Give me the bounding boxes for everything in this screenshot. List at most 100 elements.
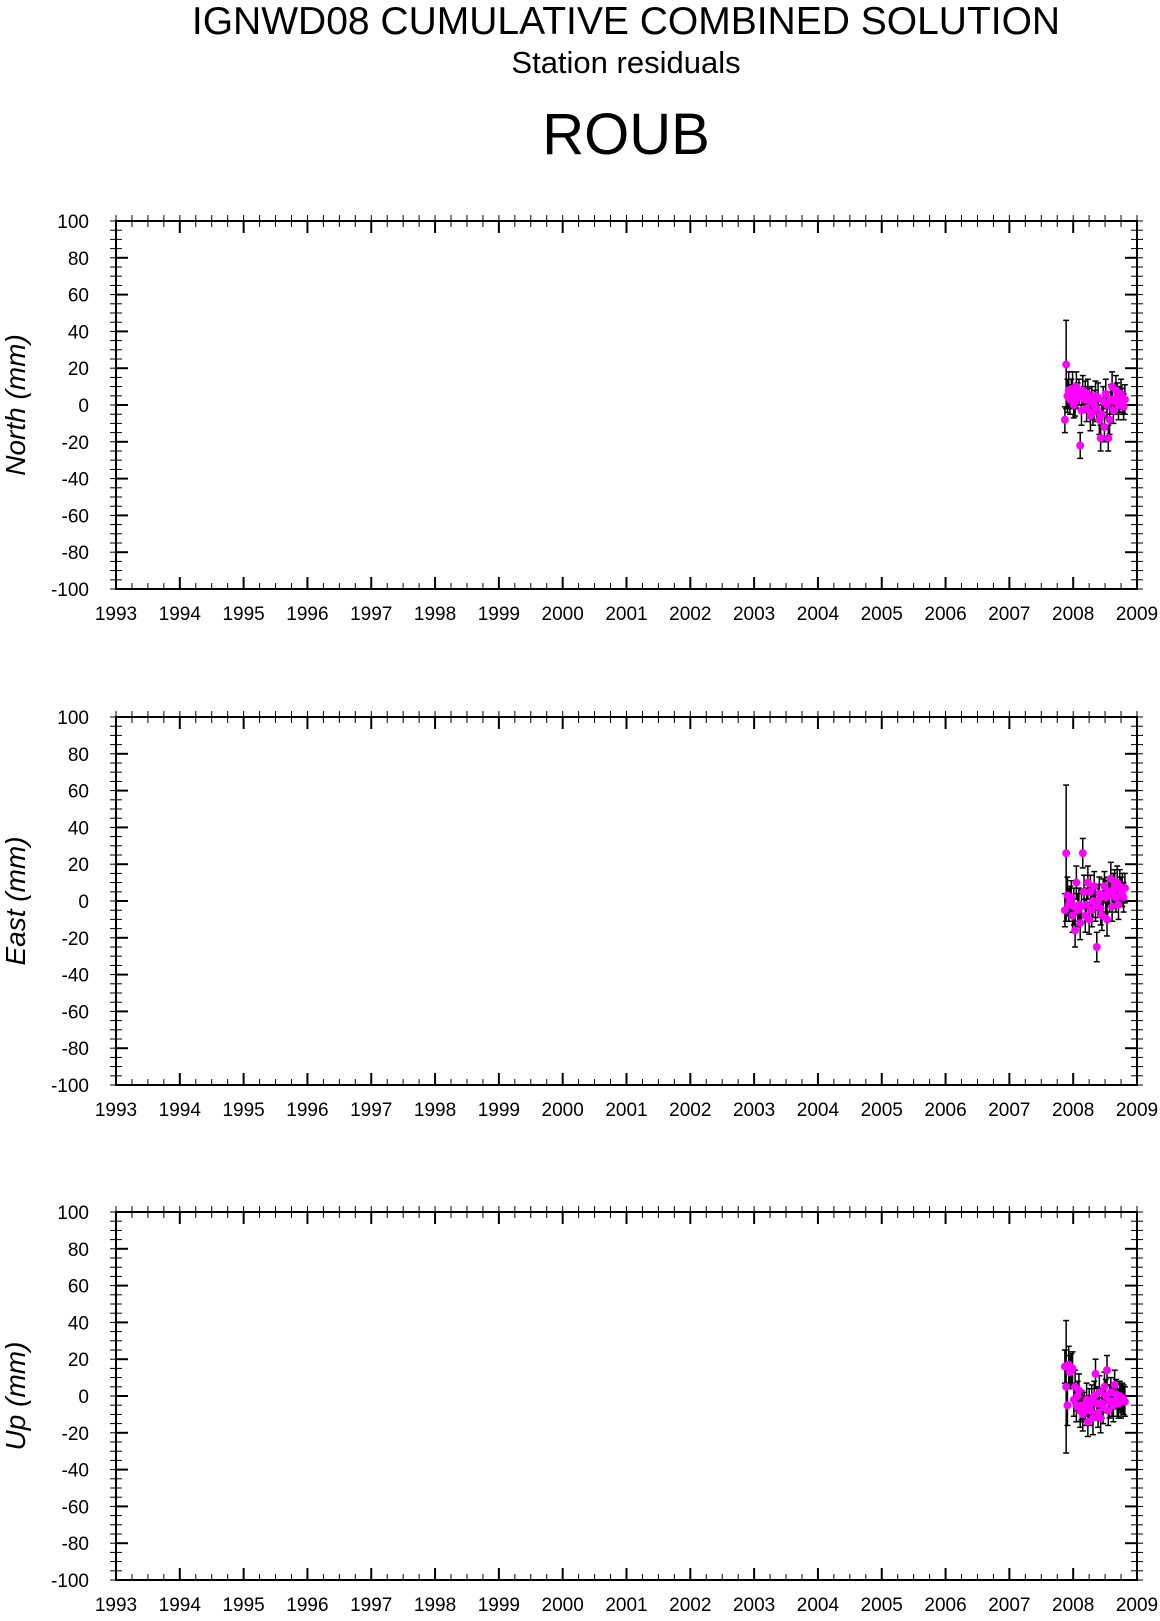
x-tick-label: 1997	[350, 1100, 392, 1121]
data-point	[1119, 893, 1128, 902]
y-tick-label: -20	[62, 929, 89, 950]
y-tick-label: -60	[62, 1002, 89, 1023]
data-point	[1103, 915, 1112, 924]
data-point	[1096, 434, 1105, 443]
y-tick-label: -40	[62, 966, 89, 987]
data-point	[1085, 915, 1094, 924]
data-point	[1078, 849, 1087, 858]
data-point	[1106, 874, 1115, 883]
data-point	[1109, 406, 1118, 415]
data-point	[1094, 897, 1103, 905]
x-tick-label: 2007	[988, 1100, 1030, 1121]
x-tick-label: 1998	[414, 1100, 456, 1121]
y-tick-label: -20	[62, 433, 89, 454]
y-tick-label: 80	[68, 1240, 89, 1261]
data-point	[1071, 926, 1080, 935]
x-tick-label: 2008	[1052, 1100, 1094, 1121]
x-tick-label: 1996	[286, 1100, 328, 1121]
y-tick-label: -100	[51, 1076, 89, 1097]
chart-panel-2: 1993 1994 1995 1996 1997 1998 1999 2000 2001 2002…	[0, 1203, 1158, 1616]
y-tick-label: 20	[68, 359, 89, 380]
y-tick-label: 100	[57, 1203, 89, 1224]
y-tick-label: -100	[51, 580, 89, 601]
x-tick-label: 2006	[924, 1100, 966, 1121]
data-point	[1092, 404, 1101, 413]
y-tick-label: -40	[62, 1461, 89, 1482]
y-tick-label: 0	[78, 892, 89, 913]
y-tick-label: -80	[62, 543, 89, 564]
data-point	[1103, 1366, 1112, 1375]
data-point	[1110, 1380, 1119, 1389]
data-point	[1076, 441, 1085, 450]
x-tick-label: 1999	[478, 1100, 520, 1121]
data-point	[1068, 1364, 1077, 1373]
data-point	[1080, 887, 1089, 896]
x-tick-label: 2008	[1052, 1595, 1094, 1616]
x-tick-label: 1995	[222, 1595, 264, 1616]
chart-panel-1: 1993 1994 1995 1996 1997 1998 1999 2000 2001 2002…	[0, 708, 1158, 1121]
x-tick-label: 2004	[797, 604, 840, 625]
data-point	[1120, 1397, 1129, 1406]
x-tick-label: 1999	[478, 1595, 520, 1616]
panels: 1993 1994 1995 1996 1997 1998 1999 2000 2001 2002…	[0, 212, 1158, 1616]
y-tick-label: 0	[78, 1387, 89, 1408]
x-tick-label: 1993	[95, 1100, 137, 1121]
series-0	[1060, 319, 1129, 460]
y-tick-label: 20	[68, 1350, 89, 1371]
data-point	[1091, 1369, 1100, 1378]
y-tick-label: 60	[68, 286, 89, 307]
y-tick-label: 40	[68, 322, 89, 343]
x-tick-label: 2003	[733, 1100, 775, 1121]
data-point	[1092, 943, 1101, 951]
y-tick-label: -20	[62, 1424, 89, 1445]
x-tick-label: 2003	[733, 1595, 775, 1616]
data-point	[1104, 1406, 1113, 1415]
x-tick-label: 1996	[286, 604, 328, 625]
y-tick-label: 100	[57, 708, 89, 729]
y-tick-label: 0	[78, 396, 89, 417]
y-tick-label: 40	[68, 818, 89, 839]
y-tick-label: 20	[68, 855, 89, 876]
data-point	[1097, 410, 1106, 419]
data-point	[1119, 402, 1128, 411]
data-point	[1076, 919, 1085, 928]
data-point	[1060, 415, 1069, 424]
data-point	[1095, 1388, 1104, 1397]
x-tick-label: 2002	[669, 1595, 711, 1616]
data-point	[1090, 882, 1099, 891]
data-point	[1068, 911, 1077, 920]
data-point	[1086, 1406, 1095, 1415]
data-point	[1120, 884, 1129, 893]
x-tick-label: 1994	[159, 604, 202, 625]
y-axis-label: Up (mm)	[0, 1342, 31, 1451]
data-point	[1067, 893, 1076, 902]
data-point	[1062, 1382, 1071, 1391]
data-point	[1101, 389, 1110, 398]
station-name: ROUB	[542, 102, 710, 167]
x-tick-label: 2001	[605, 1100, 647, 1121]
x-tick-label: 2001	[605, 1595, 647, 1616]
x-tick-label: 1994	[159, 1595, 202, 1616]
y-tick-label: 100	[57, 212, 89, 233]
data-point	[1104, 434, 1113, 443]
x-tick-label: 1994	[159, 1100, 202, 1121]
data-point	[1063, 1401, 1072, 1410]
plot-frame	[115, 1211, 1138, 1581]
x-tick-label: 1996	[286, 1595, 328, 1616]
x-tick-label: 1995	[222, 604, 264, 625]
data-point	[1096, 904, 1105, 913]
series-0	[1060, 1319, 1129, 1454]
x-tick-label: 2008	[1052, 604, 1094, 625]
series-0	[1060, 784, 1129, 963]
data-point	[1120, 395, 1129, 404]
data-point	[1100, 1382, 1109, 1391]
y-tick-label: -80	[62, 1039, 89, 1060]
y-tick-label: 40	[68, 1313, 89, 1334]
y-axis-label: North (mm)	[0, 334, 31, 476]
x-tick-label: 2000	[542, 1595, 584, 1616]
x-tick-label: 2009	[1116, 1100, 1158, 1121]
x-tick-label: 2003	[733, 604, 775, 625]
data-point	[1108, 902, 1117, 911]
y-tick-label: -60	[62, 506, 89, 527]
